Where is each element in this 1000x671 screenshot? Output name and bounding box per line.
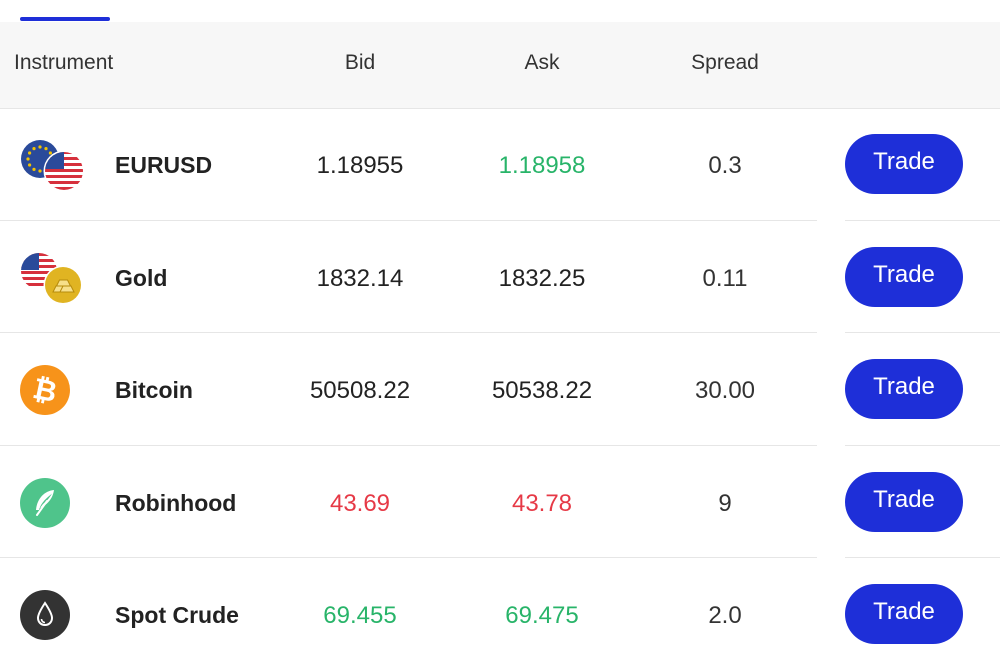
bid-price: 50508.22 xyxy=(309,377,411,404)
column-header-bid: Bid xyxy=(344,51,376,74)
spread-value: 30.00 xyxy=(694,377,756,404)
feather-icon xyxy=(20,477,84,529)
instrument-name: Robinhood xyxy=(115,489,237,516)
trade-button[interactable]: Trade xyxy=(845,134,963,194)
spread-value: 9 xyxy=(718,489,732,517)
instrument-name: EURUSD xyxy=(115,152,213,178)
spread-value: 0.11 xyxy=(702,264,748,292)
bid-price: 43.69 xyxy=(329,489,391,517)
table-header: Instrument Bid Ask Spread xyxy=(0,22,1000,109)
table-row[interactable]: ₿ Bitcoin 50508.22 50538.22 30.00 Trade xyxy=(0,333,1000,446)
row-divider xyxy=(845,444,1000,446)
trade-button[interactable]: Trade xyxy=(845,359,963,419)
row-divider xyxy=(0,557,817,558)
ask-price: 43.78 xyxy=(511,489,573,517)
spread-value: 0.3 xyxy=(708,152,742,179)
usd-gold-icon xyxy=(20,252,84,304)
trade-button[interactable]: Trade xyxy=(845,246,963,307)
row-divider xyxy=(0,332,817,333)
active-tab-indicator xyxy=(20,17,110,21)
table-row[interactable]: EURUSD 1.18955 1.18958 0.3 Trade xyxy=(0,108,1000,221)
bid-price: 69.455 xyxy=(323,602,397,629)
row-divider xyxy=(845,332,1000,333)
column-header-ask: Ask xyxy=(524,51,560,74)
eur-usd-flags-icon xyxy=(20,139,85,192)
ask-price: 1.18958 xyxy=(498,152,586,179)
table-row[interactable]: Gold 1832.14 1832.25 0.11 Trade xyxy=(0,221,1000,333)
oil-drop-icon xyxy=(20,589,84,641)
row-divider xyxy=(845,557,1000,558)
tab-strip xyxy=(0,0,1000,23)
bid-price: 1.18955 xyxy=(316,152,404,179)
row-divider xyxy=(0,219,817,221)
spread-value: 2.0 xyxy=(708,602,742,629)
table-row[interactable]: Robinhood 43.69 43.78 9 Trade xyxy=(0,446,1000,558)
instrument-list: EURUSD 1.18955 1.18958 0.3 Trade xyxy=(0,108,1000,671)
bid-price: 1832.14 xyxy=(316,264,404,292)
ask-price: 1832.25 xyxy=(498,264,586,292)
row-divider xyxy=(0,444,817,446)
column-header-spread: Spread xyxy=(691,51,759,74)
instrument-name: Bitcoin xyxy=(115,377,193,403)
ask-price: 69.475 xyxy=(505,602,579,629)
column-header-instrument: Instrument xyxy=(14,51,114,74)
instrument-name: Gold xyxy=(115,264,168,291)
trade-button[interactable]: Trade xyxy=(845,584,963,644)
instrument-name: Spot Crude xyxy=(115,602,239,628)
trade-button[interactable]: Trade xyxy=(845,471,963,532)
table-row[interactable]: Spot Crude 69.455 69.475 2.0 Trade xyxy=(0,558,1000,671)
bitcoin-icon: ₿ xyxy=(20,364,84,416)
row-divider xyxy=(845,219,1000,221)
ask-price: 50538.22 xyxy=(491,377,593,404)
